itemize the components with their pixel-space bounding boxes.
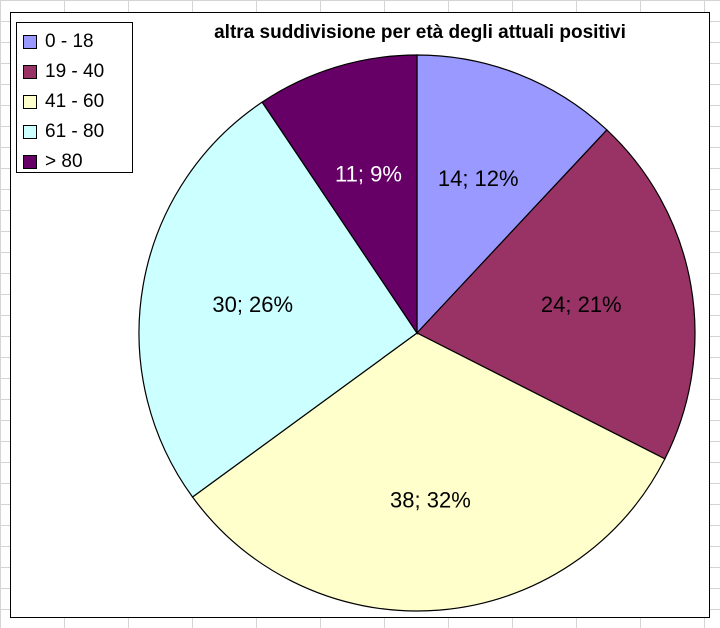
legend-swatch xyxy=(23,65,37,79)
pie-data-label: 38; 32% xyxy=(390,487,471,512)
pie-slices xyxy=(138,54,696,612)
pie-data-label: 30; 26% xyxy=(212,292,293,317)
legend-item: 0 - 18 xyxy=(23,27,132,57)
pie-slice xyxy=(416,54,608,335)
pie-slice xyxy=(416,129,696,460)
legend-item: 19 - 40 xyxy=(23,57,132,87)
legend-label: 19 - 40 xyxy=(45,61,105,82)
legend-item: 41 - 60 xyxy=(23,87,132,117)
legend-label: > 80 xyxy=(45,151,83,172)
pie-slice xyxy=(191,332,666,612)
legend-swatch xyxy=(23,125,37,139)
pie-slice xyxy=(138,101,418,498)
pie-data-labels: 14; 12% 24; 21% 38; 32% 30; 26% 11; 9% xyxy=(212,161,621,512)
legend-label: 0 - 18 xyxy=(45,31,94,52)
legend-item: 61 - 80 xyxy=(23,117,132,147)
legend-label: 41 - 60 xyxy=(45,91,105,112)
legend-label: 61 - 80 xyxy=(45,121,105,142)
pie-slice xyxy=(261,54,418,335)
legend-swatch xyxy=(23,155,37,169)
pie-data-label: 14; 12% xyxy=(438,166,519,191)
chart-title: altra suddivisione per età degli attuali… xyxy=(214,22,626,43)
legend-swatch xyxy=(23,35,37,49)
legend-item: > 80 xyxy=(23,147,132,177)
legend: 0 - 18 19 - 40 41 - 60 61 - 80 > 80 xyxy=(16,22,133,173)
pie-data-label: 11; 9% xyxy=(335,161,402,186)
legend-swatch xyxy=(23,95,37,109)
pie-data-label: 24; 21% xyxy=(541,292,622,317)
